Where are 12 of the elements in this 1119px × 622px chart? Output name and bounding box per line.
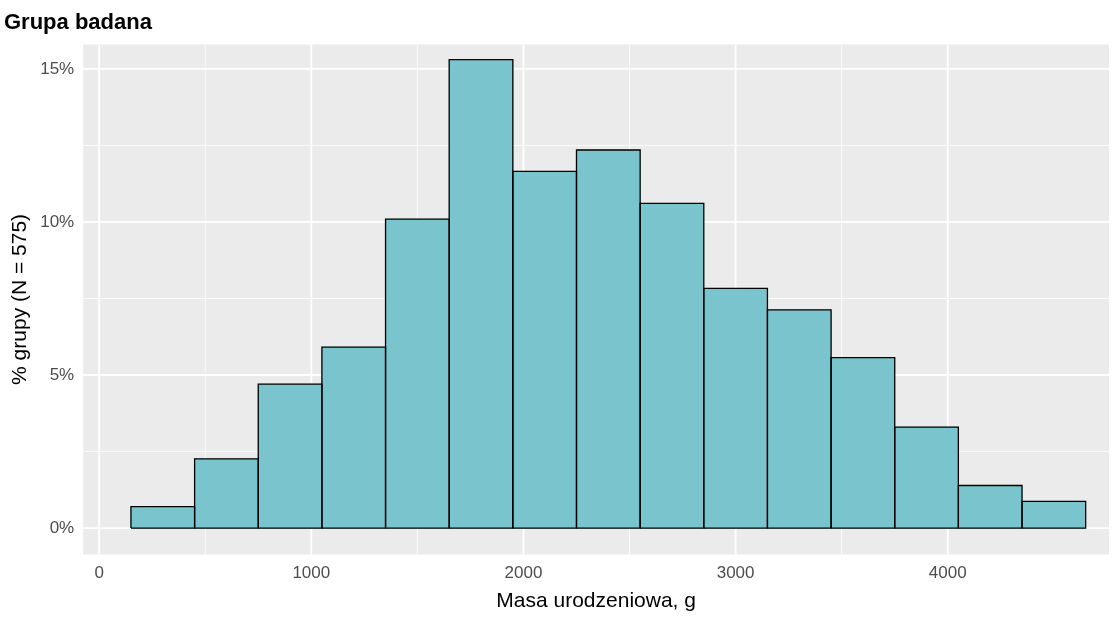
x-axis-title: Masa urodzeniowa, g <box>496 588 696 612</box>
y-tick-label: 5% <box>49 364 75 384</box>
x-tick-label: 4000 <box>928 563 967 583</box>
x-tick-label: 2000 <box>504 563 543 583</box>
y-axis-title: % grupy (N = 575) <box>7 213 31 385</box>
x-tick-label: 3000 <box>716 563 755 583</box>
y-tick-label: 15% <box>40 58 75 78</box>
y-tick-label: 10% <box>40 211 75 231</box>
x-tick-label: 1000 <box>292 563 331 583</box>
x-tick-label: 0 <box>94 563 104 583</box>
chart-title: Grupa badana <box>4 9 153 35</box>
y-tick-label: 0% <box>49 517 75 537</box>
